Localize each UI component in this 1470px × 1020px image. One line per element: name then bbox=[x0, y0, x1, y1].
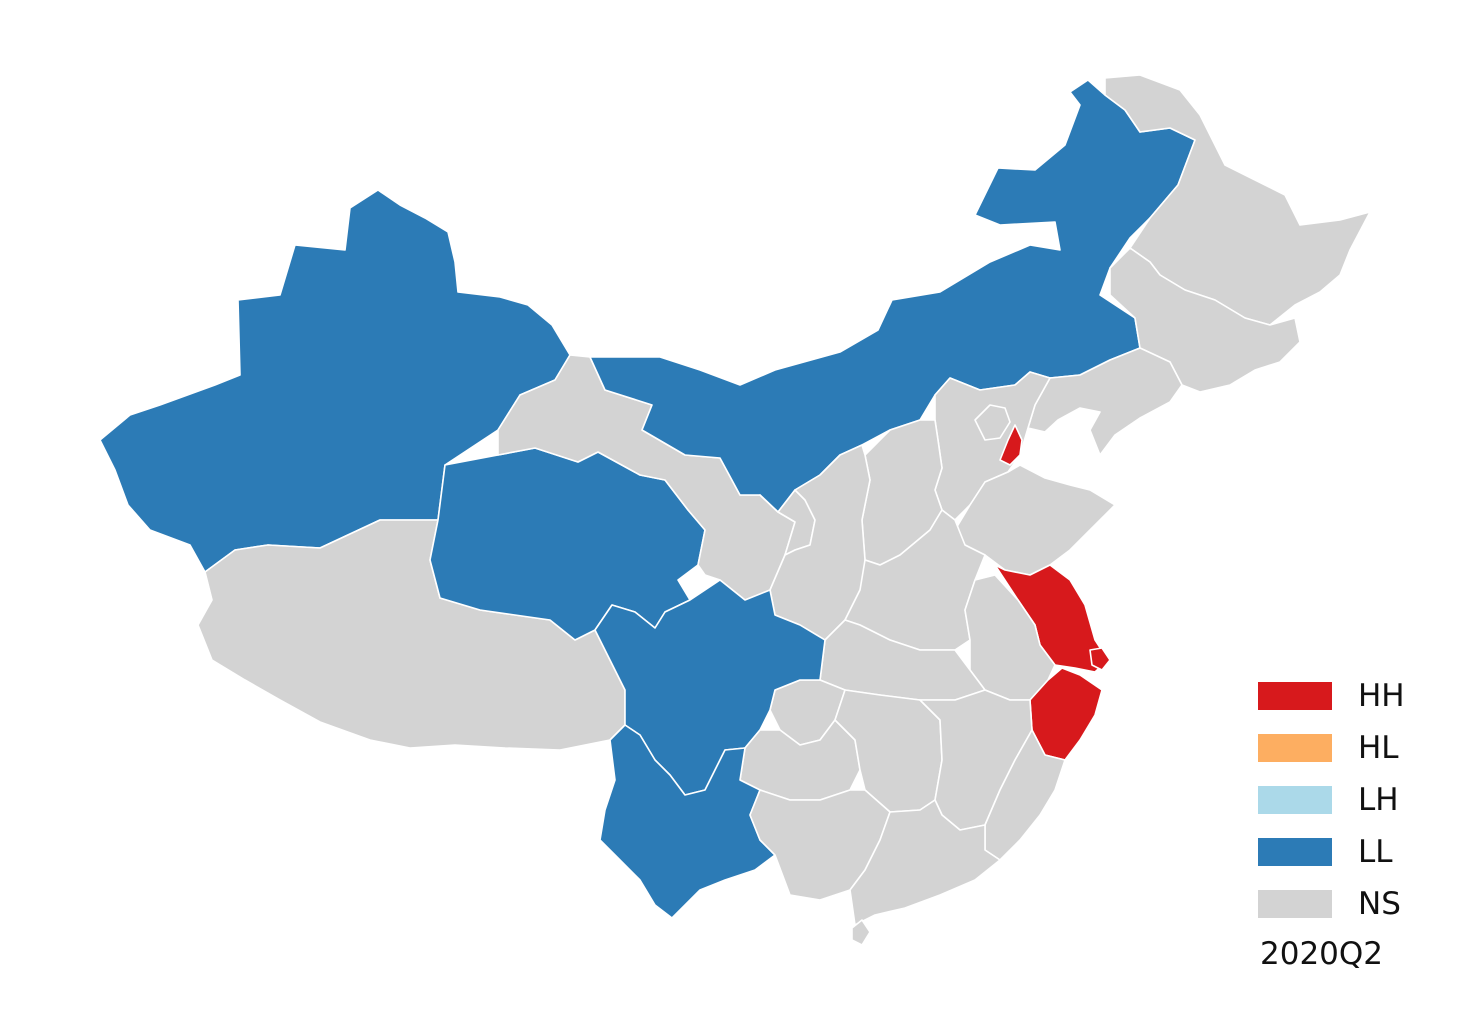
region-guangdong bbox=[849, 799, 1001, 926]
legend-item-hh: HH bbox=[1258, 670, 1405, 722]
legend-label-hh: HH bbox=[1358, 678, 1405, 714]
region-hainan bbox=[851, 919, 871, 946]
legend-swatch-ns bbox=[1258, 890, 1332, 918]
legend-label-hl: HL bbox=[1358, 730, 1399, 766]
legend-item-ll: LL bbox=[1258, 826, 1405, 878]
legend-item-hl: HL bbox=[1258, 722, 1405, 774]
region-tianjin bbox=[999, 424, 1023, 466]
legend-swatch-lh bbox=[1258, 786, 1332, 814]
legend-label-ns: NS bbox=[1358, 886, 1401, 922]
region-heilongjiang bbox=[1104, 74, 1371, 326]
period-label: 2020Q2 bbox=[1260, 936, 1384, 972]
region-fujian bbox=[984, 729, 1066, 861]
legend-item-ns: NS bbox=[1258, 878, 1405, 930]
legend-swatch-ll bbox=[1258, 838, 1332, 866]
region-shanghai bbox=[1089, 647, 1111, 671]
legend-swatch-hh bbox=[1258, 682, 1332, 710]
legend-label-ll: LL bbox=[1358, 834, 1393, 870]
region-liaoning bbox=[1027, 347, 1183, 456]
legend-label-lh: LH bbox=[1358, 782, 1399, 818]
region-beijing bbox=[974, 404, 1011, 441]
legend: HH HL LH LL NS bbox=[1258, 670, 1405, 930]
legend-swatch-hl bbox=[1258, 734, 1332, 762]
legend-item-lh: LH bbox=[1258, 774, 1405, 826]
